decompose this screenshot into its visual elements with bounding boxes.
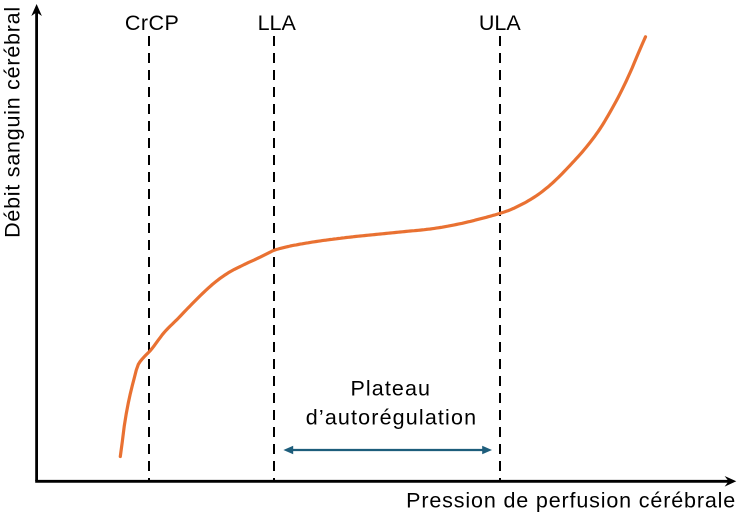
svg-text:Pression de perfusion cérébral: Pression de perfusion cérébrale (406, 489, 736, 513)
svg-text:LLA: LLA (258, 11, 297, 35)
svg-text:ULA: ULA (479, 11, 521, 35)
svg-text:CrCP: CrCP (125, 11, 180, 35)
svg-text:Débit sanguin cérébral: Débit sanguin cérébral (1, 6, 25, 238)
svg-text:Plateau: Plateau (350, 376, 431, 400)
svg-text:d’autorégulation: d’autorégulation (306, 405, 477, 429)
